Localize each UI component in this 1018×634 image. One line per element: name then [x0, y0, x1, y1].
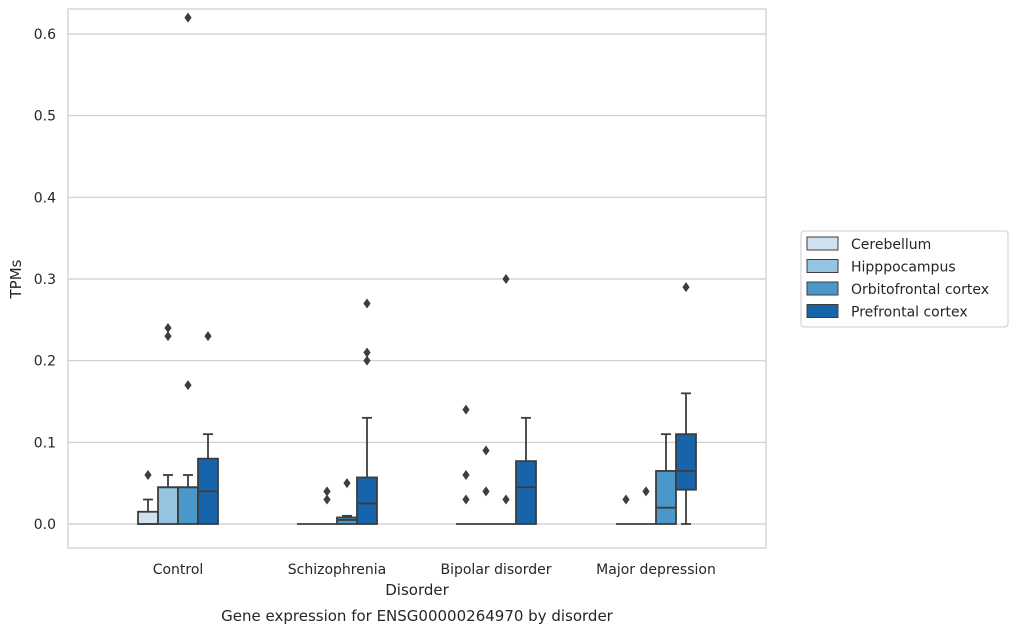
box-group [317, 486, 337, 525]
outlier-point [164, 323, 172, 333]
box-group [636, 486, 656, 525]
legend-label: Cerebellum [851, 237, 931, 253]
outlier-point [462, 494, 470, 505]
box-group [515, 416, 537, 525]
y-tick-label: 0.1 [34, 435, 56, 451]
outlier-point [462, 470, 470, 480]
outlier-point [462, 404, 470, 415]
legend-label: Prefrontal cortex [851, 305, 968, 321]
outlier-point [363, 355, 371, 366]
x-tick-labels: Control Schizophrenia Bipolar disorder Majo… [153, 562, 716, 578]
box [157, 486, 179, 525]
x-tick-label: Control [153, 562, 204, 578]
outlier-point [642, 486, 650, 497]
outlier-point [502, 494, 510, 505]
y-axis-label: TPMs [7, 259, 25, 299]
box [137, 510, 159, 525]
box-group [675, 282, 697, 525]
y-tick-label: 0.2 [34, 354, 56, 370]
box-group [476, 445, 496, 525]
outlier-point [482, 486, 490, 497]
box-group [197, 331, 219, 525]
y-tick-label: 0.0 [34, 517, 56, 533]
legend-swatch [806, 281, 839, 296]
legend-swatch [806, 304, 839, 318]
outlier-point [164, 331, 172, 342]
y-tick-label: 0.6 [34, 27, 56, 43]
outlier-point [204, 331, 212, 342]
legend: Cerebellum Hipppocampus Orbitofrontal cort… [800, 230, 1009, 328]
outlier-point [343, 478, 351, 489]
box-group [356, 298, 378, 525]
outlier-point [363, 347, 371, 358]
legend-label: Hipppocampus [851, 260, 956, 276]
box [675, 433, 697, 491]
legend-swatch [806, 236, 839, 251]
outlier-point [622, 494, 630, 505]
box [177, 486, 199, 525]
y-tick-label: 0.5 [34, 109, 56, 125]
outlier-point [363, 298, 371, 309]
plot-frame [67, 8, 767, 549]
x-tick-label: Major depression [596, 562, 716, 578]
x-axis-label: Disorder [385, 581, 449, 599]
outlier-point [184, 380, 192, 391]
chart-caption: Gene expression for ENSG00000264970 by d… [221, 607, 614, 625]
box-group [456, 404, 476, 525]
box [655, 470, 677, 525]
outlier-point [323, 486, 331, 497]
box [356, 476, 378, 525]
y-tick-label: 0.4 [34, 190, 56, 206]
x-tick-label: Bipolar disorder [440, 562, 551, 578]
legend-swatch [806, 259, 839, 273]
box [515, 460, 537, 525]
box-group [496, 274, 516, 525]
outlier-point [502, 274, 510, 284]
legend-frame [800, 230, 1009, 328]
box-group [655, 433, 677, 525]
outlier-point [682, 282, 690, 293]
y-tick-labels: 0.0 0.1 0.2 0.3 0.4 0.5 0.6 [34, 27, 56, 533]
outlier-point [323, 494, 331, 505]
outlier-point [482, 445, 490, 456]
legend-label: Orbitofrontal cortex [851, 282, 989, 298]
y-tick-label: 0.3 [34, 272, 56, 288]
outlier-point [144, 470, 152, 480]
x-tick-label: Schizophrenia [288, 562, 386, 578]
outlier-point [184, 12, 192, 23]
boxes [137, 12, 697, 525]
box-group [157, 323, 179, 525]
box-group [616, 494, 636, 525]
box-group [137, 470, 159, 525]
